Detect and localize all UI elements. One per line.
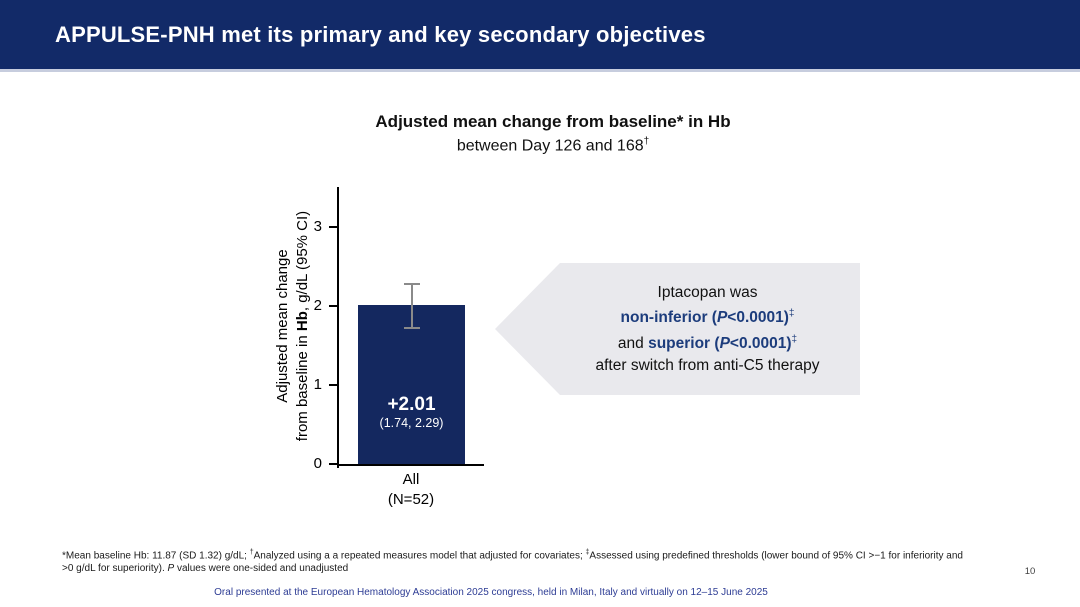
error-bar bbox=[411, 283, 413, 327]
callout-line-3: and superior (P<0.0001)‡ bbox=[617, 334, 798, 353]
y-tick-mark bbox=[329, 226, 337, 228]
y-tick-mark bbox=[329, 305, 337, 307]
x-category-sublabel: (N=52) bbox=[387, 491, 435, 508]
footnotes: *Mean baseline Hb: 11.87 (SD 1.32) g/dL;… bbox=[62, 546, 1022, 575]
y-tick-label: 1 bbox=[313, 376, 322, 393]
callout-arrow bbox=[495, 263, 860, 395]
error-bar-cap-bottom bbox=[404, 326, 420, 329]
callout-line-4: after switch from anti-C5 therapy bbox=[595, 356, 820, 374]
y-tick-label: 3 bbox=[313, 218, 322, 235]
callout-text: Iptacopan was non-inferior (P<0.0001)‡ a… bbox=[555, 263, 860, 395]
y-tick-label: 2 bbox=[313, 297, 322, 314]
slide-title: APPULSE-PNH met its primary and key seco… bbox=[55, 21, 706, 47]
header-divider bbox=[0, 69, 1080, 72]
dagger-symbol: † bbox=[643, 136, 650, 147]
footer-citation: Oral presented at the European Hematolog… bbox=[214, 587, 768, 598]
chart-title: Adjusted mean change from baseline* in H… bbox=[375, 112, 731, 131]
x-axis bbox=[337, 464, 484, 466]
chart-subtitle: between Day 126 and 168† bbox=[456, 136, 650, 155]
callout-line-2: non-inferior (P<0.0001)‡ bbox=[620, 308, 795, 327]
header-bar: APPULSE-PNH met its primary and key seco… bbox=[0, 0, 1080, 69]
bar-value-label: +2.01 bbox=[387, 394, 436, 415]
bar-ci-label: (1.74, 2.29) bbox=[379, 416, 444, 430]
bar-all bbox=[358, 305, 465, 466]
page-number: 10 bbox=[1024, 566, 1036, 577]
y-tick-label: 0 bbox=[313, 455, 322, 472]
x-category-label: All bbox=[402, 471, 420, 488]
y-tick-mark bbox=[329, 384, 337, 386]
y-tick-mark bbox=[329, 463, 337, 465]
chart-title-block: Adjusted mean change from baseline* in H… bbox=[303, 112, 803, 155]
footnote-line-1: *Mean baseline Hb: 11.87 (SD 1.32) g/dL;… bbox=[62, 549, 963, 562]
error-bar-cap-top bbox=[404, 283, 420, 286]
y-axis bbox=[337, 187, 339, 468]
callout-line-1: Iptacopan was bbox=[657, 283, 758, 301]
footnote-line-2: >0 g/dL for superiority). P values were … bbox=[62, 563, 349, 575]
